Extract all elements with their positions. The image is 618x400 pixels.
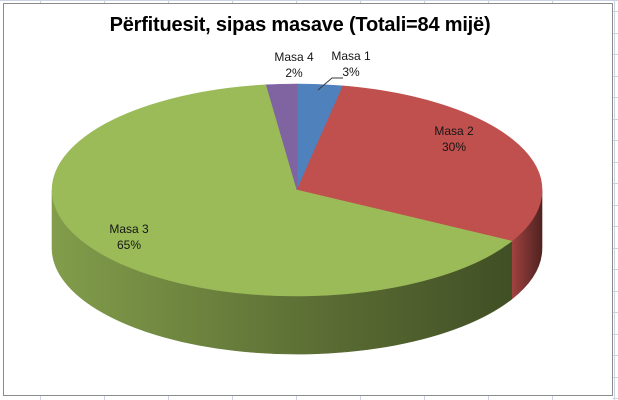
pie-slice-masa-2[interactable] [296, 85, 543, 242]
sheet-gridline [296, 396, 297, 400]
sheet-gridline [613, 162, 618, 163]
sheet-gridline [488, 0, 489, 4]
sheet-gridline [0, 0, 618, 1]
sheet-gridline [613, 334, 618, 335]
sheet-gridline [613, 183, 618, 184]
sheet-gridline [424, 396, 425, 400]
data-label-percent: 30% [441, 140, 467, 154]
sheet-gridline [613, 312, 618, 313]
sheet-gridline [613, 269, 618, 270]
sheet-gridline [613, 398, 618, 399]
sheet-gridline [552, 396, 553, 400]
data-label-masa-4[interactable]: Masa 4 2% [274, 49, 313, 81]
sheet-gridline [296, 0, 297, 4]
data-label-masa-3[interactable]: Masa 3 65% [109, 221, 148, 253]
sheet-gridline [168, 396, 169, 400]
sheet-gridline [614, 0, 615, 400]
data-label-percent: 65% [116, 238, 142, 252]
sheet-gridline [613, 291, 618, 292]
data-label-name: Masa 3 [109, 222, 149, 236]
label-leader-line [317, 77, 343, 91]
data-label-name: Masa 2 [434, 124, 474, 138]
sheet-gridline [613, 140, 618, 141]
sheet-gridline [613, 76, 618, 77]
data-label-name: Masa 1 [331, 49, 371, 63]
sheet-gridline [613, 11, 618, 12]
sheet-gridline [424, 0, 425, 4]
sheet-gridline [613, 54, 618, 55]
data-label-masa-2[interactable]: Masa 2 30% [434, 123, 473, 155]
chart-title[interactable]: Përfituesit, sipas masave (Totali=84 mij… [109, 14, 491, 36]
sheet-gridline [613, 119, 618, 120]
sheet-gridline [613, 33, 618, 34]
sheet-gridline [613, 205, 618, 206]
data-label-percent: 2% [285, 66, 303, 80]
sheet-gridline [613, 97, 618, 98]
sheet-gridline [552, 0, 553, 4]
data-label-masa-1[interactable]: Masa 1 3% [331, 48, 370, 80]
sheet-gridline [613, 248, 618, 249]
sheet-gridline [360, 0, 361, 4]
data-label-name: Masa 4 [274, 50, 314, 64]
sheet-gridline [168, 0, 169, 4]
data-label-percent: 3% [342, 65, 360, 79]
sheet-gridline [613, 377, 618, 378]
sheet-gridline [613, 226, 618, 227]
sheet-gridline [40, 0, 41, 4]
sheet-gridline [232, 396, 233, 400]
sheet-gridline [104, 396, 105, 400]
sheet-gridline [40, 396, 41, 400]
sheet-gridline [104, 0, 105, 4]
sheet-gridline [488, 396, 489, 400]
sheet-gridline [360, 396, 361, 400]
pie-slice-masa-4[interactable] [265, 83, 298, 191]
sheet-gridline [232, 0, 233, 4]
sheet-gridline [613, 355, 618, 356]
pie-slice-masa-3[interactable] [51, 84, 513, 297]
